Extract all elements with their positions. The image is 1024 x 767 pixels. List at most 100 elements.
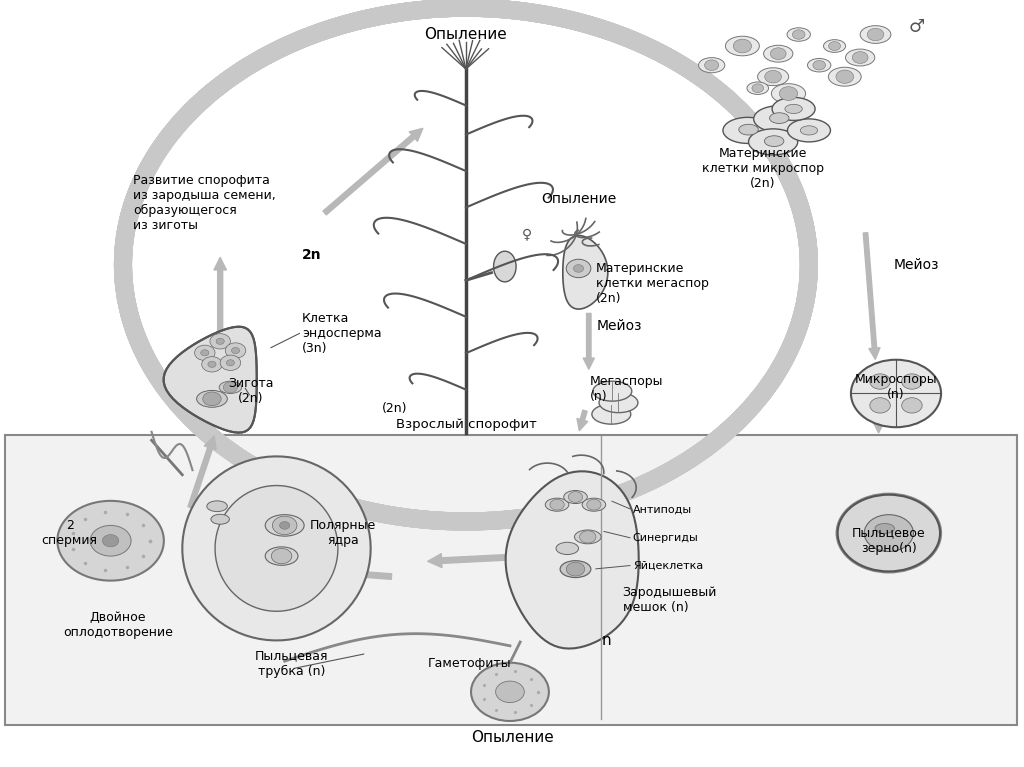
Ellipse shape (698, 58, 725, 73)
Ellipse shape (846, 49, 874, 66)
Ellipse shape (725, 36, 760, 56)
Circle shape (587, 499, 601, 510)
Text: Яйцеклетка: Яйцеклетка (633, 560, 703, 571)
Text: Клетка
эндосперма
(3n): Клетка эндосперма (3n) (302, 312, 382, 355)
Text: Опыление: Опыление (541, 193, 616, 206)
Ellipse shape (556, 542, 579, 555)
Ellipse shape (593, 381, 632, 401)
Circle shape (851, 360, 941, 427)
Ellipse shape (860, 25, 891, 44)
Ellipse shape (723, 117, 772, 143)
Ellipse shape (546, 499, 569, 511)
Text: Двойное
оплодотворение: Двойное оплодотворение (62, 611, 173, 639)
Text: Полярные
ядра: Полярные ядра (310, 519, 376, 547)
Circle shape (580, 531, 596, 543)
Ellipse shape (772, 97, 815, 120)
Circle shape (793, 30, 805, 39)
Text: ♀: ♀ (522, 227, 532, 242)
Text: Мегаспоры
(n): Мегаспоры (n) (590, 375, 664, 403)
Circle shape (779, 87, 798, 100)
Circle shape (813, 61, 825, 70)
Circle shape (223, 382, 238, 393)
Ellipse shape (808, 58, 830, 72)
Circle shape (203, 392, 221, 406)
Ellipse shape (211, 515, 229, 525)
Text: 2
спермия: 2 спермия (42, 519, 97, 547)
Ellipse shape (583, 499, 606, 511)
Ellipse shape (764, 45, 793, 62)
Circle shape (770, 48, 786, 60)
Circle shape (195, 345, 215, 360)
Ellipse shape (563, 491, 588, 503)
Ellipse shape (265, 547, 298, 565)
Text: (2n): (2n) (382, 402, 407, 414)
Ellipse shape (874, 523, 895, 534)
Text: Мейоз: Мейоз (894, 258, 939, 272)
Circle shape (496, 681, 524, 703)
Ellipse shape (758, 67, 788, 86)
Circle shape (864, 515, 913, 551)
Circle shape (573, 265, 584, 272)
Circle shape (225, 343, 246, 358)
Ellipse shape (754, 106, 803, 132)
Text: Микроспоры
(n): Микроспоры (n) (855, 374, 937, 401)
Circle shape (566, 259, 591, 278)
Circle shape (705, 60, 719, 71)
Circle shape (838, 495, 940, 571)
Text: Пыльцевое
зерно(n): Пыльцевое зерно(n) (852, 527, 926, 555)
Circle shape (102, 535, 119, 547)
Ellipse shape (823, 40, 846, 52)
Polygon shape (215, 486, 338, 611)
Ellipse shape (739, 124, 758, 135)
Circle shape (216, 338, 224, 344)
Ellipse shape (787, 28, 810, 41)
Circle shape (568, 492, 583, 502)
Ellipse shape (592, 404, 631, 424)
Text: Материнские
клетки микроспор
(2n): Материнские клетки микроспор (2n) (701, 147, 824, 190)
Circle shape (90, 525, 131, 556)
Ellipse shape (494, 251, 516, 281)
Circle shape (566, 562, 585, 576)
Ellipse shape (265, 515, 304, 536)
Text: Взрослый спорофит: Взрослый спорофит (395, 418, 537, 430)
Text: Опыление: Опыление (471, 730, 553, 746)
Text: 2n: 2n (302, 248, 322, 262)
Ellipse shape (574, 530, 601, 544)
Text: Синергиды: Синергиды (633, 533, 698, 544)
Circle shape (902, 374, 923, 389)
Circle shape (272, 516, 297, 535)
Ellipse shape (207, 501, 227, 512)
Ellipse shape (197, 390, 227, 407)
Circle shape (220, 355, 241, 370)
Polygon shape (563, 235, 608, 309)
Circle shape (836, 70, 854, 84)
Circle shape (733, 39, 752, 53)
Circle shape (550, 499, 564, 510)
Ellipse shape (599, 393, 638, 413)
Ellipse shape (828, 67, 861, 86)
Circle shape (765, 71, 781, 83)
Circle shape (271, 548, 292, 564)
Ellipse shape (785, 104, 803, 114)
Polygon shape (506, 472, 639, 649)
Circle shape (869, 398, 890, 413)
Ellipse shape (770, 113, 788, 123)
Ellipse shape (560, 561, 591, 578)
Text: Материнские
клетки мегаспор
(2n): Материнские клетки мегаспор (2n) (596, 262, 709, 305)
Ellipse shape (787, 119, 830, 142)
Text: Развитие спорофита
из зародыша семени,
образующегося
из зиготы: Развитие спорофита из зародыша семени, о… (133, 174, 275, 232)
Circle shape (57, 501, 164, 581)
Circle shape (280, 522, 290, 529)
Circle shape (902, 398, 923, 413)
Ellipse shape (219, 381, 242, 393)
FancyBboxPatch shape (5, 435, 1017, 725)
Circle shape (867, 28, 884, 41)
Circle shape (208, 361, 216, 367)
Circle shape (202, 357, 222, 372)
Circle shape (201, 350, 209, 356)
Text: n: n (601, 633, 611, 648)
Circle shape (471, 663, 549, 721)
Text: Пыльцевая
трубка (n): Пыльцевая трубка (n) (255, 650, 329, 677)
Polygon shape (182, 456, 371, 640)
Text: Зигота
(2n): Зигота (2n) (228, 377, 273, 405)
